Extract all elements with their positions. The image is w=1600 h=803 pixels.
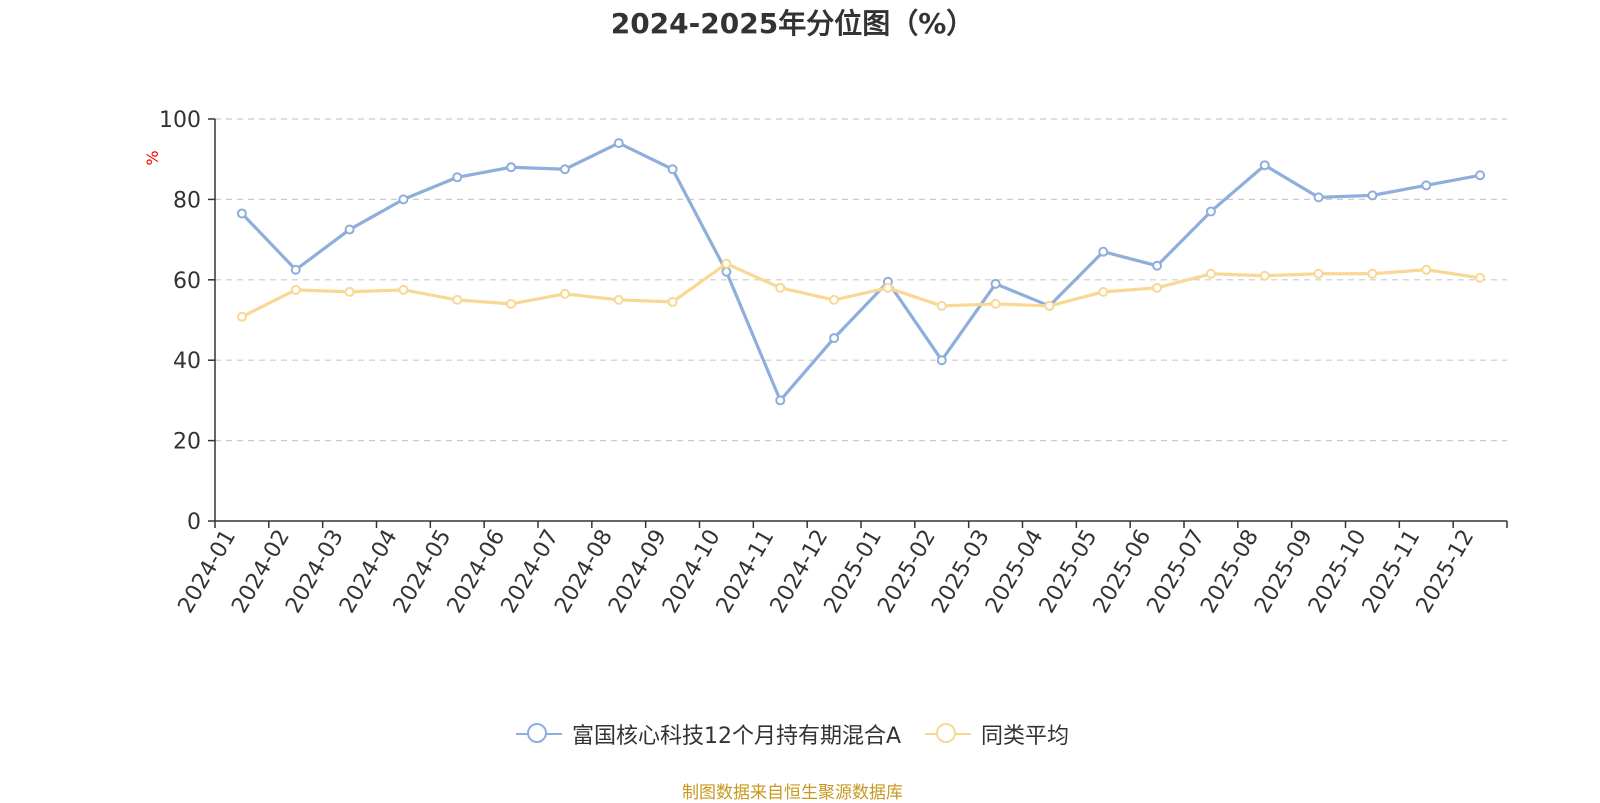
y-tick-label: 80 [173,188,201,213]
data-point-0 [936,355,947,366]
data-point-0 [829,333,840,344]
legend-label-fund: 富国核心科技12个月持有期混合A [571,724,902,749]
data-point-1 [667,296,678,307]
y-tick-label: 20 [173,430,201,455]
data-point-1 [236,311,247,322]
data-point-1 [721,258,732,269]
data-point-0 [236,208,247,219]
data-point-1 [1152,282,1163,293]
data-point-0 [559,164,570,175]
data-point-1 [452,294,463,305]
data-point-0 [452,172,463,183]
data-point-1 [882,282,893,293]
data-point-0 [721,266,732,277]
data-point-0 [1259,160,1270,171]
data-point-1 [613,294,624,305]
data-point-0 [506,162,517,173]
data-point-1 [1098,286,1109,297]
legend-marker-peer-average [925,722,972,746]
legend-marker-fund [515,722,562,746]
data-point-1 [1205,268,1216,279]
data-point-0 [667,164,678,175]
legend-item-peer-average[interactable]: 同类平均 [925,718,1069,750]
legend-label-peer-average: 同类平均 [981,724,1070,749]
data-point-0 [1313,192,1324,203]
legend-item-fund[interactable]: 富国核心科技12个月持有期混合A [515,718,902,750]
y-tick-label: 0 [187,510,201,535]
data-point-1 [1475,272,1486,283]
data-point-0 [1098,246,1109,257]
y-tick-label: 60 [173,269,201,294]
y-tick-label: 40 [173,349,201,374]
data-point-1 [1421,264,1432,275]
data-point-1 [990,298,1001,309]
data-point-0 [775,395,786,406]
data-point-1 [559,288,570,299]
series-line-0 [240,141,1482,402]
data-point-0 [1367,190,1378,201]
y-axis-label: % [143,150,162,165]
data-point-1 [344,286,355,297]
data-point-0 [1421,180,1432,191]
data-point-1 [398,284,409,295]
data-point-0 [1475,170,1486,181]
data-point-0 [1152,260,1163,271]
chart-title: 2024-2025年分位图（%） [610,7,975,40]
data-point-1 [1313,268,1324,279]
data-point-1 [936,300,947,311]
data-point-1 [1259,270,1270,281]
legend: 富国核心科技12个月持有期混合A 同类平均 [0,718,1585,750]
data-point-0 [1205,206,1216,217]
data-point-0 [990,278,1001,289]
data-point-0 [613,138,624,149]
y-tick-label: 100 [159,108,201,133]
data-point-1 [775,282,786,293]
data-point-1 [506,298,517,309]
data-point-1 [1044,300,1055,311]
data-point-1 [1367,268,1378,279]
data-point-0 [398,194,409,205]
series-line-1 [240,262,1482,319]
data-point-0 [344,224,355,235]
source-note: 制图数据来自恒生聚源数据库 [682,783,903,803]
data-point-1 [290,284,301,295]
data-point-0 [290,264,301,275]
data-point-1 [829,294,840,305]
